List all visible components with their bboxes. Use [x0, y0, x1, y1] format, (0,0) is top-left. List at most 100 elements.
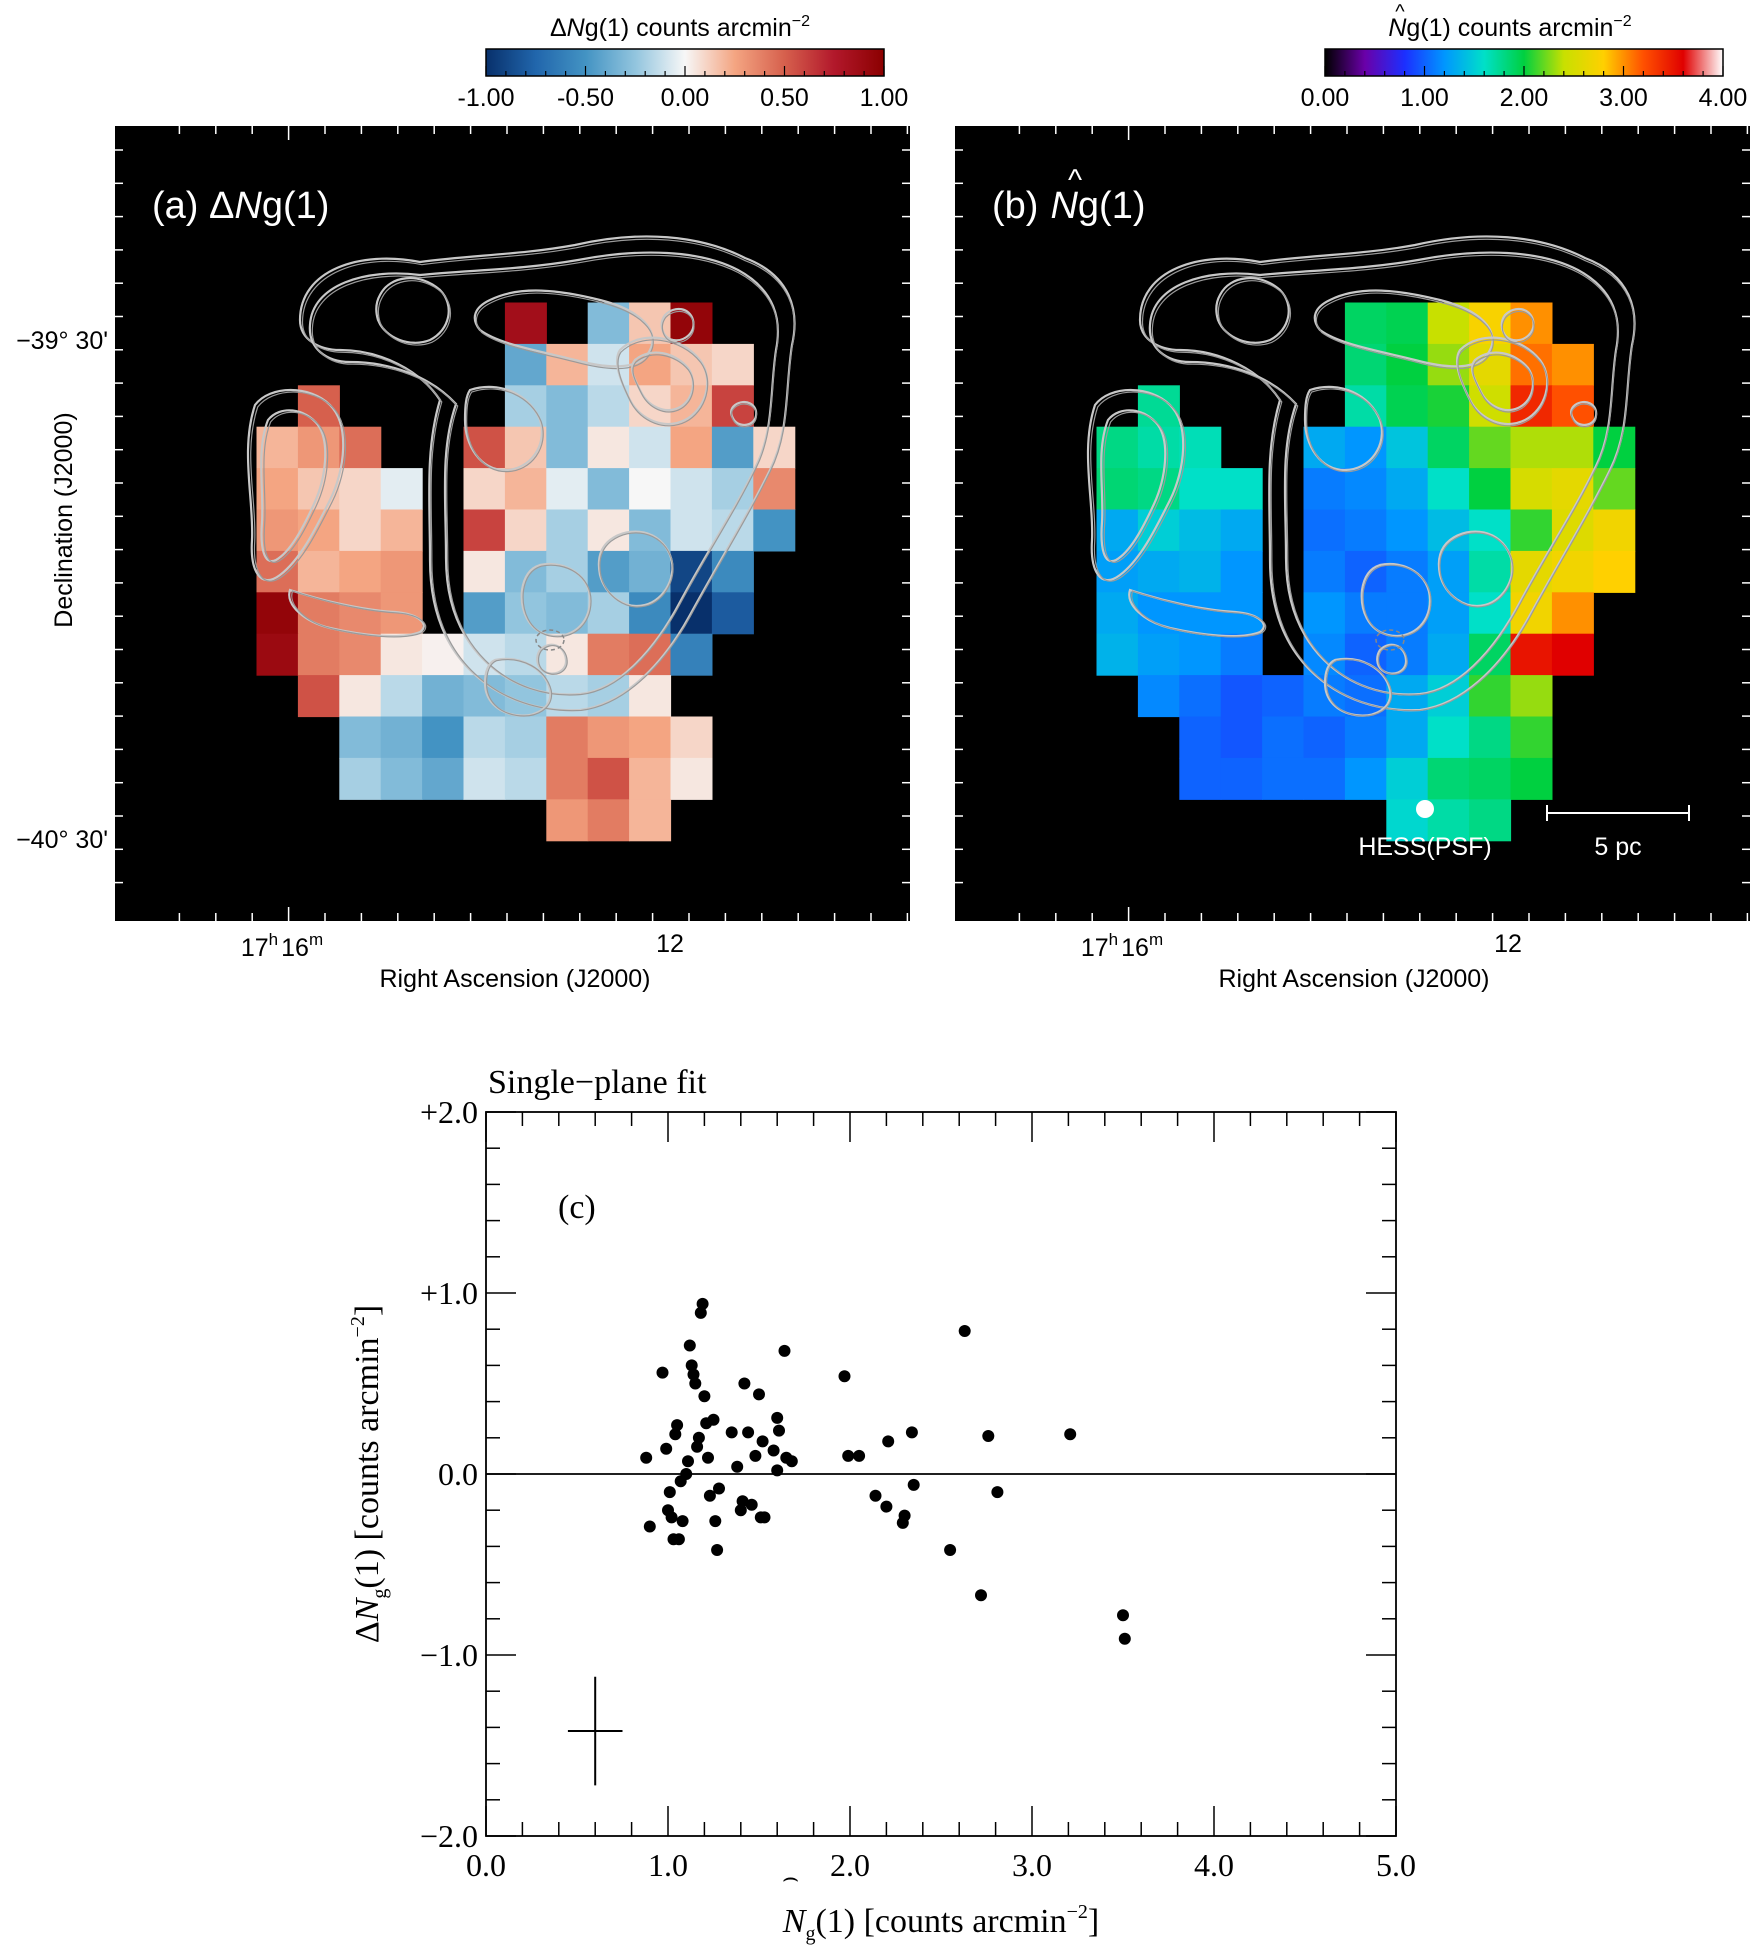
panel-b-label: (b) Ng(1) [992, 185, 1145, 227]
scatter-point [898, 1509, 911, 1522]
contour-line [537, 644, 568, 675]
map-pixel [546, 343, 589, 386]
scatter-point [672, 1533, 685, 1546]
map-pixel [463, 716, 506, 759]
contour-line [1306, 388, 1384, 473]
contour-line [661, 310, 695, 344]
map-pixel [711, 592, 754, 635]
map-pixel [1469, 550, 1512, 593]
map-pixel [1593, 509, 1636, 552]
map-pixel [1179, 716, 1222, 759]
map-pixel [463, 757, 506, 800]
map-pixel [1386, 757, 1429, 800]
scatter-point [771, 1464, 784, 1477]
scatter-point [905, 1426, 918, 1439]
map-pixel [629, 799, 672, 842]
map-pixel [1469, 757, 1512, 800]
colorbar-a: ΔNg(1) counts arcmin−2 -1.00 -0.50 0.00 … [458, 13, 909, 112]
plot-ylabel: ΔNg(1) [counts arcmin−2] [347, 1305, 391, 1643]
contour-line [377, 280, 451, 346]
map-pixel [380, 633, 423, 676]
scatter-point [982, 1430, 995, 1442]
contour-line [730, 400, 758, 426]
map-pixel [422, 716, 465, 759]
contour-line [1103, 411, 1169, 563]
map-pixel [1303, 468, 1346, 511]
y-tick-label: −2.0 [420, 1818, 478, 1854]
colorbar-b-tick-label: 2.00 [1500, 84, 1549, 112]
map-pixel [297, 675, 340, 718]
map-pixel [1469, 426, 1512, 469]
colorbar-b: Ng(1) counts arcmin−2 ^ 0.00 1.00 2.00 3… [1301, 1, 1748, 112]
contour-line [599, 532, 674, 608]
panel-a-xtick-label-12: 12 [656, 930, 684, 958]
contour-line [466, 388, 544, 473]
map-pixel [1427, 509, 1470, 552]
map-pixel [297, 550, 340, 593]
map-pixel [587, 426, 630, 469]
map-pixel [546, 716, 589, 759]
map-pixel [1179, 509, 1222, 552]
panel-b-pixel-map [1096, 302, 1636, 842]
colorbar-b-ticks [1324, 66, 1724, 76]
colorbar-a-tick-label: 0.50 [760, 84, 809, 112]
map-pixel [1179, 675, 1222, 718]
scatter-point [756, 1435, 769, 1448]
panel-b: (b) Ng(1) ^ HESS(PSF) 5 pc 17h 16m 12 Righ… [955, 126, 1750, 993]
map-pixel [1303, 757, 1346, 800]
x-tick-label: 5.0 [1376, 1847, 1416, 1883]
colorbar-b-title: Ng(1) counts arcmin−2 [1388, 13, 1631, 42]
plot-xlabel-hat: ⌢ [782, 1863, 799, 1892]
map-pixel [463, 550, 506, 593]
map-pixel [504, 550, 547, 593]
contour-line [1148, 251, 1619, 696]
map-pixel [1220, 468, 1263, 511]
scatter-point [785, 1455, 798, 1468]
x-tick-label: 2.0 [830, 1847, 870, 1883]
map-pixel [711, 550, 754, 593]
map-pixel [1427, 757, 1470, 800]
map-pixel [1220, 509, 1263, 552]
contour-line [1141, 238, 1636, 712]
map-pixel [1137, 550, 1180, 593]
map-pixel [1220, 550, 1263, 593]
map-pixel [670, 426, 713, 469]
colorbar-b-hat: ^ [1395, 1, 1405, 23]
map-pixel [380, 675, 423, 718]
colorbar-b-tick-label: 4.00 [1699, 84, 1748, 112]
contour-line [311, 254, 779, 696]
scatter-point [692, 1431, 705, 1444]
map-pixel [629, 426, 672, 469]
map-pixel [670, 716, 713, 759]
scale-bar [1546, 805, 1690, 821]
colorbar-b-tick-label: 3.00 [1599, 84, 1648, 112]
contour-line [298, 235, 796, 712]
map-pixel [1220, 633, 1263, 676]
map-pixel [1427, 592, 1470, 635]
panel-a: (a) ΔNg(1) −39° 30' −40° 30' Declination… [16, 126, 910, 993]
scatter-point [696, 1297, 709, 1310]
map-pixel [1510, 509, 1553, 552]
map-pixel [1386, 716, 1429, 759]
scatter-point [683, 1339, 696, 1352]
scatter-point [944, 1544, 957, 1556]
contour-line [1375, 629, 1405, 651]
map-pixel [1469, 675, 1512, 718]
psf-marker [1416, 800, 1434, 818]
map-pixel [463, 468, 506, 511]
panel-a-ticks [115, 126, 910, 921]
contour-line [535, 629, 565, 651]
map-pixel [546, 509, 589, 552]
contour-line [1138, 235, 1636, 712]
map-pixel [1551, 592, 1594, 635]
panel-c-label: (c) [558, 1189, 596, 1226]
map-pixel [1179, 633, 1222, 676]
scatter-point [731, 1460, 744, 1473]
scatter-point [853, 1449, 866, 1462]
map-pixel [1344, 550, 1387, 593]
chart-title: Single−plane fit [488, 1064, 707, 1101]
map-pixel [587, 509, 630, 552]
scatter-point [738, 1377, 751, 1390]
contour-line [1570, 403, 1597, 428]
